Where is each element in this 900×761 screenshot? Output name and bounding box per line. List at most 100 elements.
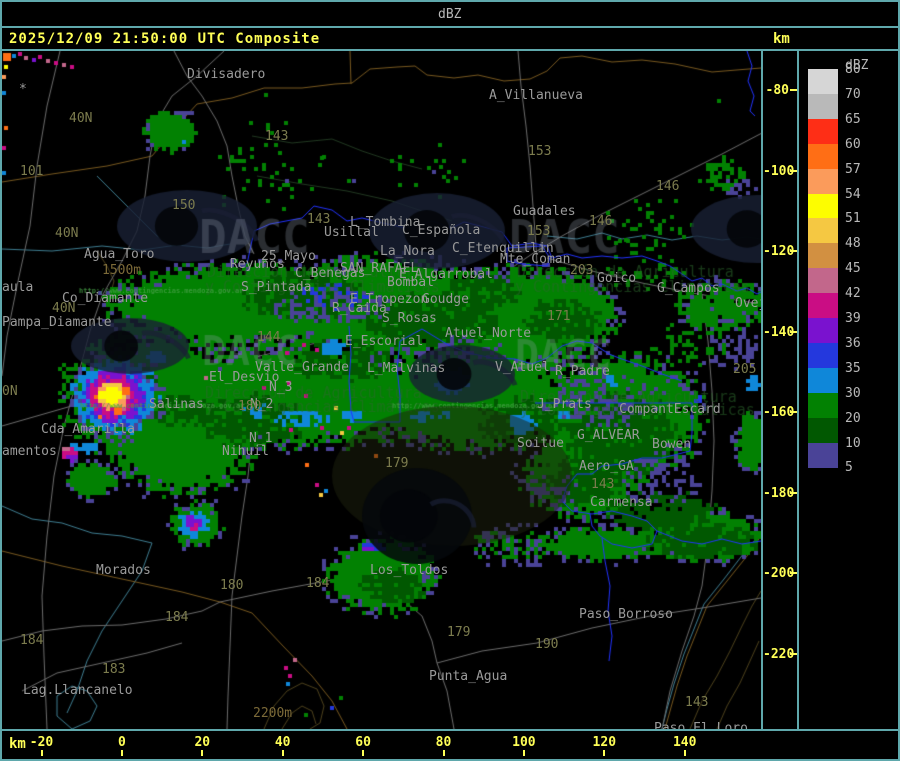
town-label: El_Desvio [209, 370, 280, 385]
x-tick-mark [683, 750, 686, 756]
town-label: G_ALVEAR [577, 428, 640, 443]
town-label: Los_Toldos [370, 563, 449, 578]
legend-value-label: 45 [845, 261, 861, 277]
x-tick-mark [201, 750, 204, 756]
y-tick-mark [790, 652, 797, 655]
route-number-label: 143 [591, 477, 615, 492]
legend-value-label: 54 [845, 186, 861, 202]
x-tick-label: 0 [117, 735, 126, 750]
route-number-label: 150 [172, 198, 196, 213]
legend-swatch [808, 392, 838, 418]
dbz-legend-panel: dBZ 80 70 65 60 57 54 51 48 45 42 39 36 35 30 20 10 5 [799, 51, 898, 729]
legend-value-label: 48 [845, 236, 861, 252]
route-number-label: 180 [220, 578, 244, 593]
town-label: CompantEscard [619, 402, 721, 417]
y-tick-label: -140 [763, 324, 795, 340]
route-number-label: 179 [385, 456, 409, 471]
legend-swatch [808, 367, 838, 393]
town-label: J_Prats [537, 397, 592, 412]
legend-value-label: 51 [845, 211, 861, 227]
legend-value-label: 35 [845, 360, 861, 376]
x-tick-label: 20 [194, 735, 211, 750]
route-number-label: 40N [55, 226, 79, 241]
y-tick-label: -220 [763, 646, 795, 662]
legend-swatch [808, 118, 838, 144]
legend-value-label: 36 [845, 335, 861, 351]
town-label: E_Escorial [345, 334, 424, 349]
route-number-label: 143 [307, 212, 331, 227]
town-label: N_3 [269, 380, 293, 395]
legend-value-label: 10 [845, 435, 861, 451]
y-tick-label: -200 [763, 566, 795, 581]
y-tick-mark [790, 572, 797, 574]
town-label: SAN_RAFAEL [340, 261, 419, 276]
town-label: C_Española [402, 223, 481, 238]
route-number-label: 183 [102, 662, 126, 677]
legend-swatch [808, 93, 838, 119]
route-number-label: 184 [165, 610, 189, 625]
route-number-label: 40N [52, 301, 76, 316]
town-label: Carmensa [590, 495, 653, 510]
y-tick-mark [790, 169, 797, 172]
town-label: E_Algarrobal [399, 267, 493, 282]
info-bar: 2025/12/09 21:50:00 UTC Composite km [2, 28, 898, 51]
town-label: Goudge [422, 292, 469, 307]
legend-value-label: 39 [845, 311, 861, 326]
legend-swatch [808, 342, 838, 368]
town-label: Cda_Amarilla [41, 422, 135, 437]
route-number-label: 143 [265, 129, 289, 144]
route-number-label: 184 [20, 633, 44, 648]
main-area: Divisadero A_Villanueva Guadales Usillal L_T… [2, 51, 898, 729]
y-axis: -80 -100 -120 -140 -160 -180 -200 -220 [763, 51, 799, 729]
route-number-label: 171 [547, 309, 571, 324]
town-label: Punta_Agua [429, 669, 508, 684]
town-label: N_2 [250, 397, 274, 412]
route-number-label: 153 [527, 224, 551, 239]
timestamp-label: 2025/12/09 21:50:00 UTC Composite [9, 31, 321, 47]
legend-value-label: 30 [845, 385, 861, 401]
town-label: Morados [96, 563, 151, 578]
town-label: Co_Diamante [62, 291, 149, 306]
legend-value-label: 57 [845, 161, 861, 177]
legend-value-label: 20 [845, 410, 861, 426]
town-label: Nihuil [222, 444, 269, 459]
town-label: 25_Mayo [261, 249, 316, 264]
route-number-label: 205 [733, 362, 757, 377]
route-number-label: 40N [69, 111, 93, 126]
town-label: Agua_Toro [84, 247, 155, 262]
radar-map-canvas[interactable] [2, 51, 761, 729]
legend-swatch [808, 293, 838, 319]
contour-elevation-label: 2200m [253, 706, 293, 721]
y-tick-label: -80 [765, 83, 789, 98]
town-label: Goico [597, 271, 637, 286]
town-label: V_Atuel [495, 360, 550, 375]
y-tick-label: -160 [763, 405, 795, 420]
legend-swatch [808, 193, 838, 219]
route-number-label: 146 [589, 214, 613, 229]
x-tick-mark [603, 750, 606, 756]
x-tick-label: 60 [355, 735, 371, 750]
town-label: La_Nora [380, 244, 435, 259]
x-tick-mark [40, 750, 43, 756]
radar-map-viewport[interactable]: Divisadero A_Villanueva Guadales Usillal L_T… [2, 51, 763, 729]
x-tick-label: 120 [592, 735, 617, 750]
town-label: aula [2, 280, 34, 295]
y-tick-mark [790, 491, 797, 494]
legend-swatch [808, 417, 838, 443]
legend-swatch [808, 243, 838, 269]
legend-swatch [808, 218, 838, 244]
town-label: Soitue [517, 436, 564, 451]
route-number-label: 153 [528, 144, 552, 159]
town-label: Pampa_Diamante [2, 315, 112, 330]
town-label: Aero_GA [579, 459, 634, 474]
x-tick-mark [522, 750, 525, 756]
town-label: Guadales [513, 204, 576, 219]
y-tick-label: -120 [763, 244, 795, 259]
route-number-label: 146 [656, 179, 680, 194]
x-tick-mark [120, 750, 123, 756]
x-tick-mark [442, 750, 445, 756]
route-number-label: 203 [570, 263, 594, 278]
town-label: Lag.Llancanelo [23, 683, 133, 698]
x-axis: km -20 0 20 40 60 80 100 120 140 [2, 729, 898, 756]
